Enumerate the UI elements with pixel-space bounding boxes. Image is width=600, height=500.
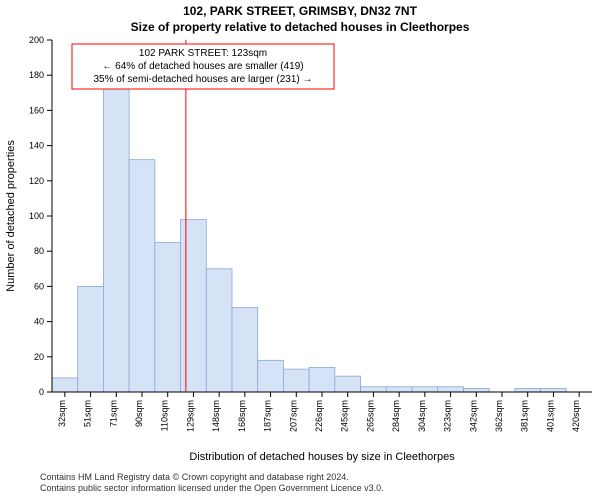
- x-tick-label: 90sqm: [134, 400, 144, 427]
- y-tick-label: 40: [34, 317, 44, 327]
- histogram-bar: [206, 269, 232, 392]
- x-axis-label: Distribution of detached houses by size …: [189, 451, 455, 463]
- histogram-bar: [283, 369, 309, 392]
- histogram-bar: [309, 367, 335, 392]
- histogram-bar: [412, 387, 438, 392]
- footer-line2: Contains public sector information licen…: [40, 483, 384, 494]
- x-tick-label: 168sqm: [237, 400, 247, 432]
- annotation-line1: 102 PARK STREET: 123sqm: [139, 48, 267, 59]
- y-tick-label: 160: [29, 105, 44, 115]
- histogram-bar: [361, 387, 387, 392]
- x-tick-label: 226sqm: [314, 400, 324, 432]
- x-tick-label: 110sqm: [160, 400, 170, 431]
- x-tick-label: 207sqm: [288, 400, 298, 432]
- y-tick-label: 140: [29, 141, 44, 151]
- histogram-bar: [386, 387, 412, 392]
- x-tick-label: 304sqm: [417, 400, 427, 432]
- x-tick-label: 323sqm: [443, 400, 453, 432]
- histogram-bar: [335, 376, 361, 392]
- chart-root: 102, PARK STREET, GRIMSBY, DN32 7NT Size…: [0, 0, 600, 500]
- annotation-line2: ← 64% of detached houses are smaller (41…: [102, 61, 303, 72]
- y-tick-label: 0: [39, 387, 44, 397]
- histogram-bar: [438, 387, 464, 392]
- x-tick-label: 284sqm: [391, 400, 401, 432]
- y-tick-label: 200: [29, 35, 44, 45]
- x-tick-label: 401sqm: [545, 400, 555, 432]
- x-tick-label: 71sqm: [108, 400, 118, 427]
- histogram-bar: [515, 388, 541, 392]
- x-tick-label: 265sqm: [365, 400, 375, 432]
- y-tick-label: 20: [34, 352, 44, 362]
- x-tick-label: 148sqm: [211, 400, 221, 432]
- histogram-bar: [52, 378, 78, 392]
- histogram-bar: [103, 68, 129, 392]
- x-tick-label: 245sqm: [340, 400, 350, 432]
- x-tick-label: 51sqm: [83, 400, 93, 427]
- footer-line1: Contains HM Land Registry data © Crown c…: [40, 472, 384, 483]
- histogram-bar: [232, 308, 258, 392]
- x-tick-label: 32sqm: [57, 400, 67, 427]
- y-tick-label: 100: [29, 211, 44, 221]
- histogram-bar: [463, 388, 489, 392]
- x-tick-label: 129sqm: [185, 400, 195, 432]
- histogram-bar: [129, 160, 155, 392]
- annotation-line3: 35% of semi-detached houses are larger (…: [93, 74, 312, 85]
- histogram-bar: [181, 220, 207, 392]
- histogram-chart: 0 20 40 60 80 100 120 140 160 180 200 32sqm 51sqm 71s…: [0, 0, 600, 500]
- histogram-bar: [258, 360, 284, 392]
- y-tick-label: 60: [34, 281, 44, 291]
- x-tick-label: 420sqm: [571, 400, 581, 432]
- y-tick-label: 120: [29, 176, 44, 186]
- histogram-bar: [155, 242, 181, 392]
- histogram-bar: [541, 388, 567, 392]
- x-tick-label: 381sqm: [520, 400, 530, 432]
- footer-attribution: Contains HM Land Registry data © Crown c…: [40, 472, 384, 495]
- y-axis-label: Number of detached properties: [5, 140, 17, 292]
- x-tick-label: 362sqm: [494, 400, 504, 432]
- x-tick-label: 187sqm: [263, 400, 273, 432]
- y-tick-label: 80: [34, 246, 44, 256]
- histogram-bar: [78, 286, 104, 392]
- y-tick-label: 180: [29, 70, 44, 80]
- x-tick-label: 342sqm: [468, 400, 478, 432]
